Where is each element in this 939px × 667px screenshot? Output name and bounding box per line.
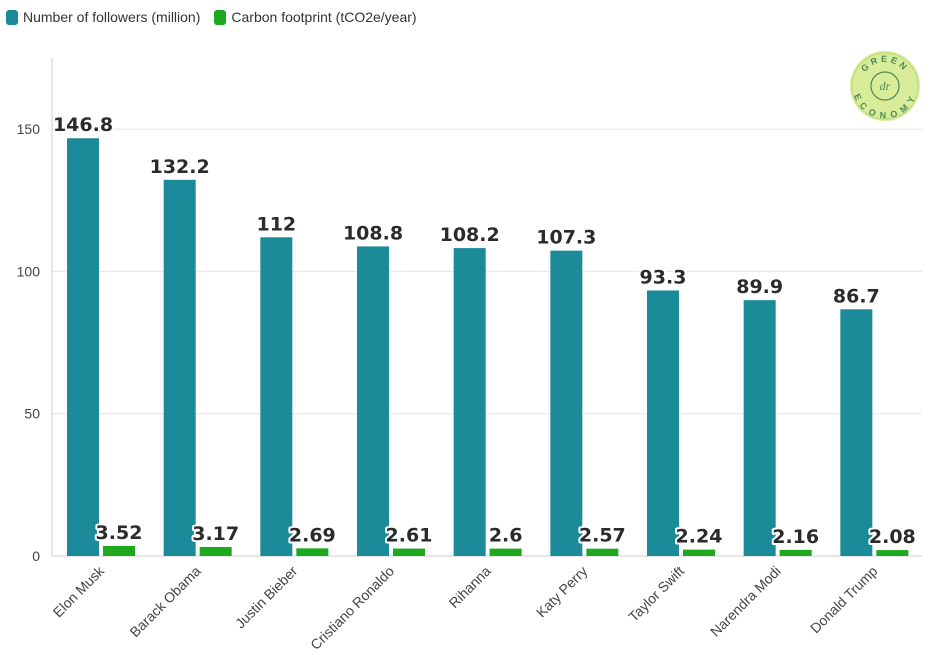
bar-followers[interactable] — [453, 248, 486, 556]
value-label-carbon: 2.16 — [772, 526, 819, 548]
y-tick-label: 100 — [17, 263, 41, 279]
value-labels: 146.8 3.52 132.2 3.17 112 2.69 108.8 2.61 108.2 2… — [51, 112, 918, 550]
x-tick-label: Elon Musk — [50, 562, 108, 620]
chart-legend: Number of followers (million) Carbon foo… — [6, 9, 417, 25]
y-tick-label: 0 — [32, 548, 40, 564]
x-tick-label: Katy Perry — [533, 563, 591, 621]
value-label-followers: 89.9 — [736, 276, 783, 298]
bar-carbon[interactable] — [779, 549, 812, 556]
bar-carbon[interactable] — [296, 548, 329, 556]
value-label-followers: 108.8 — [343, 222, 403, 244]
green-economy-logo: GREEN dr ECONOMY — [850, 51, 920, 121]
svg-text:dr: dr — [880, 79, 891, 93]
bar-followers[interactable] — [260, 237, 293, 556]
bar-carbon[interactable] — [683, 549, 715, 556]
axes: 0 50 100 150 — [17, 58, 922, 564]
x-tick-label: Justin Bieber — [232, 563, 301, 632]
value-label-followers: 112 — [256, 213, 296, 235]
bars — [67, 138, 909, 557]
category-labels: Elon Musk Barack Obama Justin Bieber Cristi… — [50, 562, 881, 653]
bar-followers[interactable] — [743, 300, 776, 556]
value-label-carbon: 3.52 — [96, 522, 143, 544]
bar-carbon[interactable] — [489, 548, 522, 556]
value-label-carbon: 2.57 — [579, 525, 626, 547]
x-tick-label: Barack Obama — [126, 563, 203, 640]
y-tick-label: 150 — [17, 121, 41, 137]
x-tick-label: Donald Trump — [807, 563, 881, 637]
legend-swatch-followers — [6, 9, 18, 25]
legend-label-carbon: Carbon footprint (tCO2e/year) — [231, 9, 417, 25]
legend-swatch-carbon — [214, 9, 227, 25]
bar-carbon[interactable] — [103, 545, 135, 556]
value-label-followers: 132.2 — [150, 156, 210, 178]
value-label-carbon: 2.6 — [489, 525, 523, 547]
bar-followers[interactable] — [163, 179, 196, 556]
bar-carbon[interactable] — [199, 546, 232, 556]
value-label-followers: 86.7 — [833, 285, 880, 307]
x-tick-label: Rihanna — [446, 563, 494, 611]
bar-followers[interactable] — [67, 138, 99, 556]
value-label-followers: 107.3 — [536, 227, 596, 249]
value-label-followers: 146.8 — [53, 114, 113, 136]
grid-lines — [52, 128, 922, 415]
x-tick-label: Taylor Swift — [625, 563, 687, 625]
value-label-carbon: 2.08 — [869, 526, 916, 548]
bar-followers[interactable] — [647, 290, 679, 556]
bar-followers[interactable] — [840, 309, 873, 556]
value-label-followers: 108.2 — [440, 224, 500, 246]
value-label-carbon: 2.24 — [676, 526, 723, 548]
bar-carbon[interactable] — [393, 548, 425, 556]
bar-followers[interactable] — [357, 246, 389, 556]
bar-carbon[interactable] — [876, 550, 909, 556]
x-tick-label: Cristiano Ronaldo — [307, 563, 397, 653]
y-tick-label: 50 — [24, 406, 40, 422]
value-label-carbon: 3.17 — [192, 523, 239, 545]
legend-item-followers[interactable]: Number of followers (million) — [6, 9, 200, 25]
bar-followers[interactable] — [550, 250, 583, 557]
legend-label-followers: Number of followers (million) — [23, 9, 201, 25]
value-label-carbon: 2.61 — [386, 525, 433, 547]
legend-item-carbon[interactable]: Carbon footprint (tCO2e/year) — [214, 9, 417, 25]
x-tick-label: Narendra Modi — [707, 563, 784, 640]
value-label-carbon: 2.69 — [289, 524, 336, 546]
bar-carbon[interactable] — [586, 548, 619, 556]
value-label-followers: 93.3 — [640, 266, 687, 288]
